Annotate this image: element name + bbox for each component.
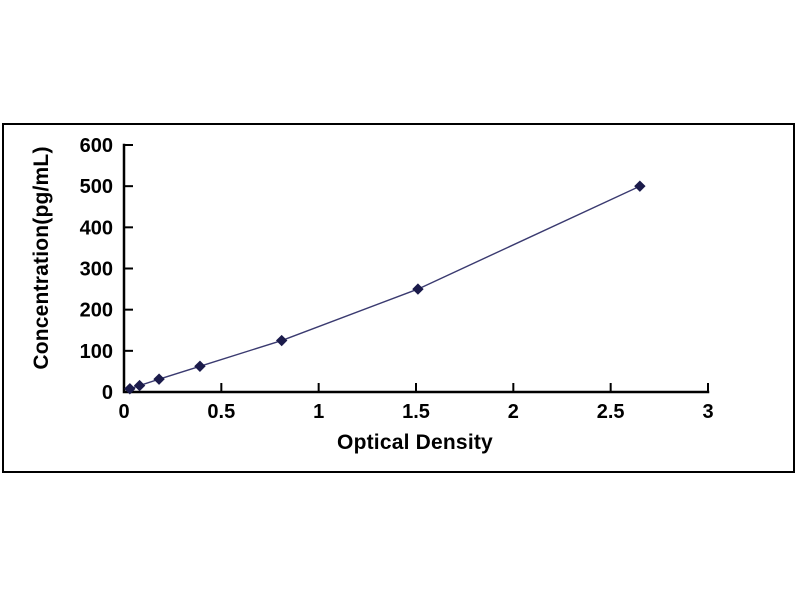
data-point-marker (275, 334, 288, 347)
chart-frame (2, 123, 795, 473)
x-axis-title: Optical Density (337, 431, 493, 454)
x-tick-label: 0 (118, 401, 129, 423)
y-tick-label: 100 (80, 341, 113, 363)
data-point-marker (634, 180, 646, 192)
data-point-marker (412, 283, 424, 295)
data-point-marker (133, 379, 146, 392)
x-tick-label: 2.5 (597, 401, 625, 423)
axis-lines (122, 143, 710, 394)
y-tick-label: 500 (80, 176, 113, 198)
y-tick-label: 600 (80, 135, 113, 157)
y-tick-label: 0 (102, 382, 113, 404)
standard-curve-line (129, 185, 641, 390)
x-tick-label: 2 (508, 401, 519, 423)
y-tick-label: 400 (80, 217, 113, 239)
y-tick-label: 200 (80, 300, 113, 322)
x-tick-label: 0.5 (207, 401, 235, 423)
x-tick-label: 3 (702, 401, 713, 423)
y-axis-title: Concentration(pg/mL) (30, 146, 53, 370)
data-point-marker (124, 383, 136, 395)
y-tick-label: 300 (80, 259, 113, 281)
data-point-marker (194, 360, 206, 372)
x-tick-label: 1.5 (402, 401, 430, 423)
x-tick-label: 1 (313, 401, 324, 423)
data-point-marker (153, 373, 165, 385)
